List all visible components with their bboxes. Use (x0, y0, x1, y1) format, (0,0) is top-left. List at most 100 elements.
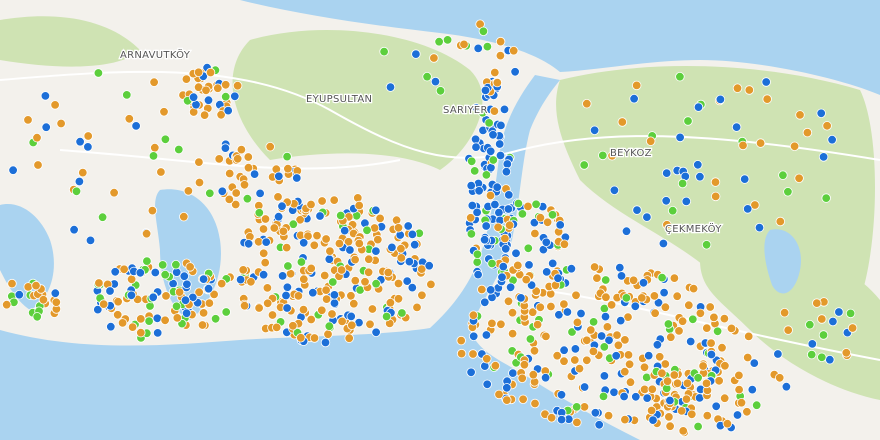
location-dot (702, 323, 712, 333)
location-dot (183, 186, 194, 196)
location-dot (582, 335, 592, 346)
location-dot (484, 118, 494, 128)
location-dot (642, 212, 652, 222)
location-dot (254, 208, 264, 218)
location-dot (825, 355, 835, 365)
location-dot (642, 393, 652, 403)
location-dot (299, 238, 309, 248)
location-dot (150, 142, 160, 153)
location-dot (553, 273, 563, 283)
location-dot (148, 292, 158, 303)
location-dot (14, 290, 24, 300)
location-dot (201, 85, 211, 96)
location-dot (306, 314, 316, 325)
location-dot (486, 285, 496, 295)
location-dot (740, 174, 750, 184)
location-dot (621, 293, 632, 303)
location-dot (397, 308, 407, 318)
location-dot (669, 273, 680, 283)
location-dot (659, 287, 669, 298)
location-dot (329, 290, 340, 300)
location-dot (616, 315, 626, 326)
location-dot (570, 344, 581, 354)
location-dot (503, 296, 514, 307)
location-dot (249, 169, 260, 179)
location-dot (188, 92, 199, 102)
location-dot (411, 49, 421, 59)
location-dot (632, 80, 642, 91)
location-dot (505, 282, 516, 293)
location-dot (693, 421, 703, 432)
location-dot (373, 234, 383, 245)
location-dot (223, 105, 233, 116)
location-dot (535, 212, 546, 223)
location-dot (283, 261, 293, 271)
location-dot (274, 171, 284, 182)
location-dot (488, 155, 499, 165)
location-dot (579, 382, 590, 392)
location-dot (530, 398, 540, 409)
location-dot (315, 211, 325, 221)
location-dot (472, 207, 482, 218)
location-dot (324, 321, 335, 331)
location-dot (350, 254, 360, 265)
location-dot (466, 229, 477, 239)
location-dot (38, 295, 49, 305)
location-dot (260, 257, 270, 268)
location-dot (198, 308, 209, 318)
location-dot (508, 368, 518, 378)
location-dot (480, 85, 491, 96)
location-dot (7, 278, 17, 289)
location-dot (23, 282, 33, 292)
location-dot (477, 107, 488, 118)
location-dot (306, 199, 316, 210)
location-dot (321, 234, 331, 244)
location-dot (668, 205, 678, 216)
location-dot (559, 299, 569, 309)
location-dot (599, 342, 610, 352)
location-dot (371, 205, 381, 216)
location-dot (744, 85, 755, 95)
location-dot (744, 331, 754, 342)
location-dot (562, 307, 573, 317)
location-dot (684, 300, 694, 310)
location-dot (309, 240, 320, 251)
location-dot (588, 346, 599, 357)
location-dot (182, 279, 192, 290)
location-dot (474, 186, 484, 196)
location-dot (471, 103, 481, 113)
location-dot (267, 310, 278, 320)
location-dot (712, 326, 723, 337)
location-dot (74, 176, 85, 187)
location-dot (579, 160, 589, 170)
location-dot (262, 283, 273, 293)
location-dot (513, 198, 524, 209)
location-dot (630, 301, 641, 312)
location-dot (672, 378, 683, 389)
location-dot (131, 121, 141, 131)
location-dot (658, 238, 669, 249)
location-dot (180, 295, 191, 305)
location-dot (663, 319, 674, 329)
location-dot (662, 220, 672, 230)
location-dot (639, 362, 650, 373)
place-label: BEYKOZ (610, 148, 652, 159)
location-dot (507, 328, 518, 339)
location-dot (412, 302, 422, 313)
location-dot (480, 297, 490, 308)
location-dot (122, 90, 132, 100)
location-dot (371, 279, 381, 289)
location-dot (106, 322, 116, 332)
location-dot (664, 412, 674, 422)
location-dot (682, 378, 693, 389)
location-dot (32, 312, 42, 322)
location-dot (743, 352, 753, 363)
location-dot (507, 308, 518, 318)
location-dot (732, 83, 743, 93)
location-dot (317, 305, 327, 316)
location-dot (646, 405, 657, 416)
location-dot (224, 194, 235, 205)
location-dot (529, 217, 540, 228)
location-dot (288, 321, 298, 331)
location-dot (482, 354, 492, 364)
